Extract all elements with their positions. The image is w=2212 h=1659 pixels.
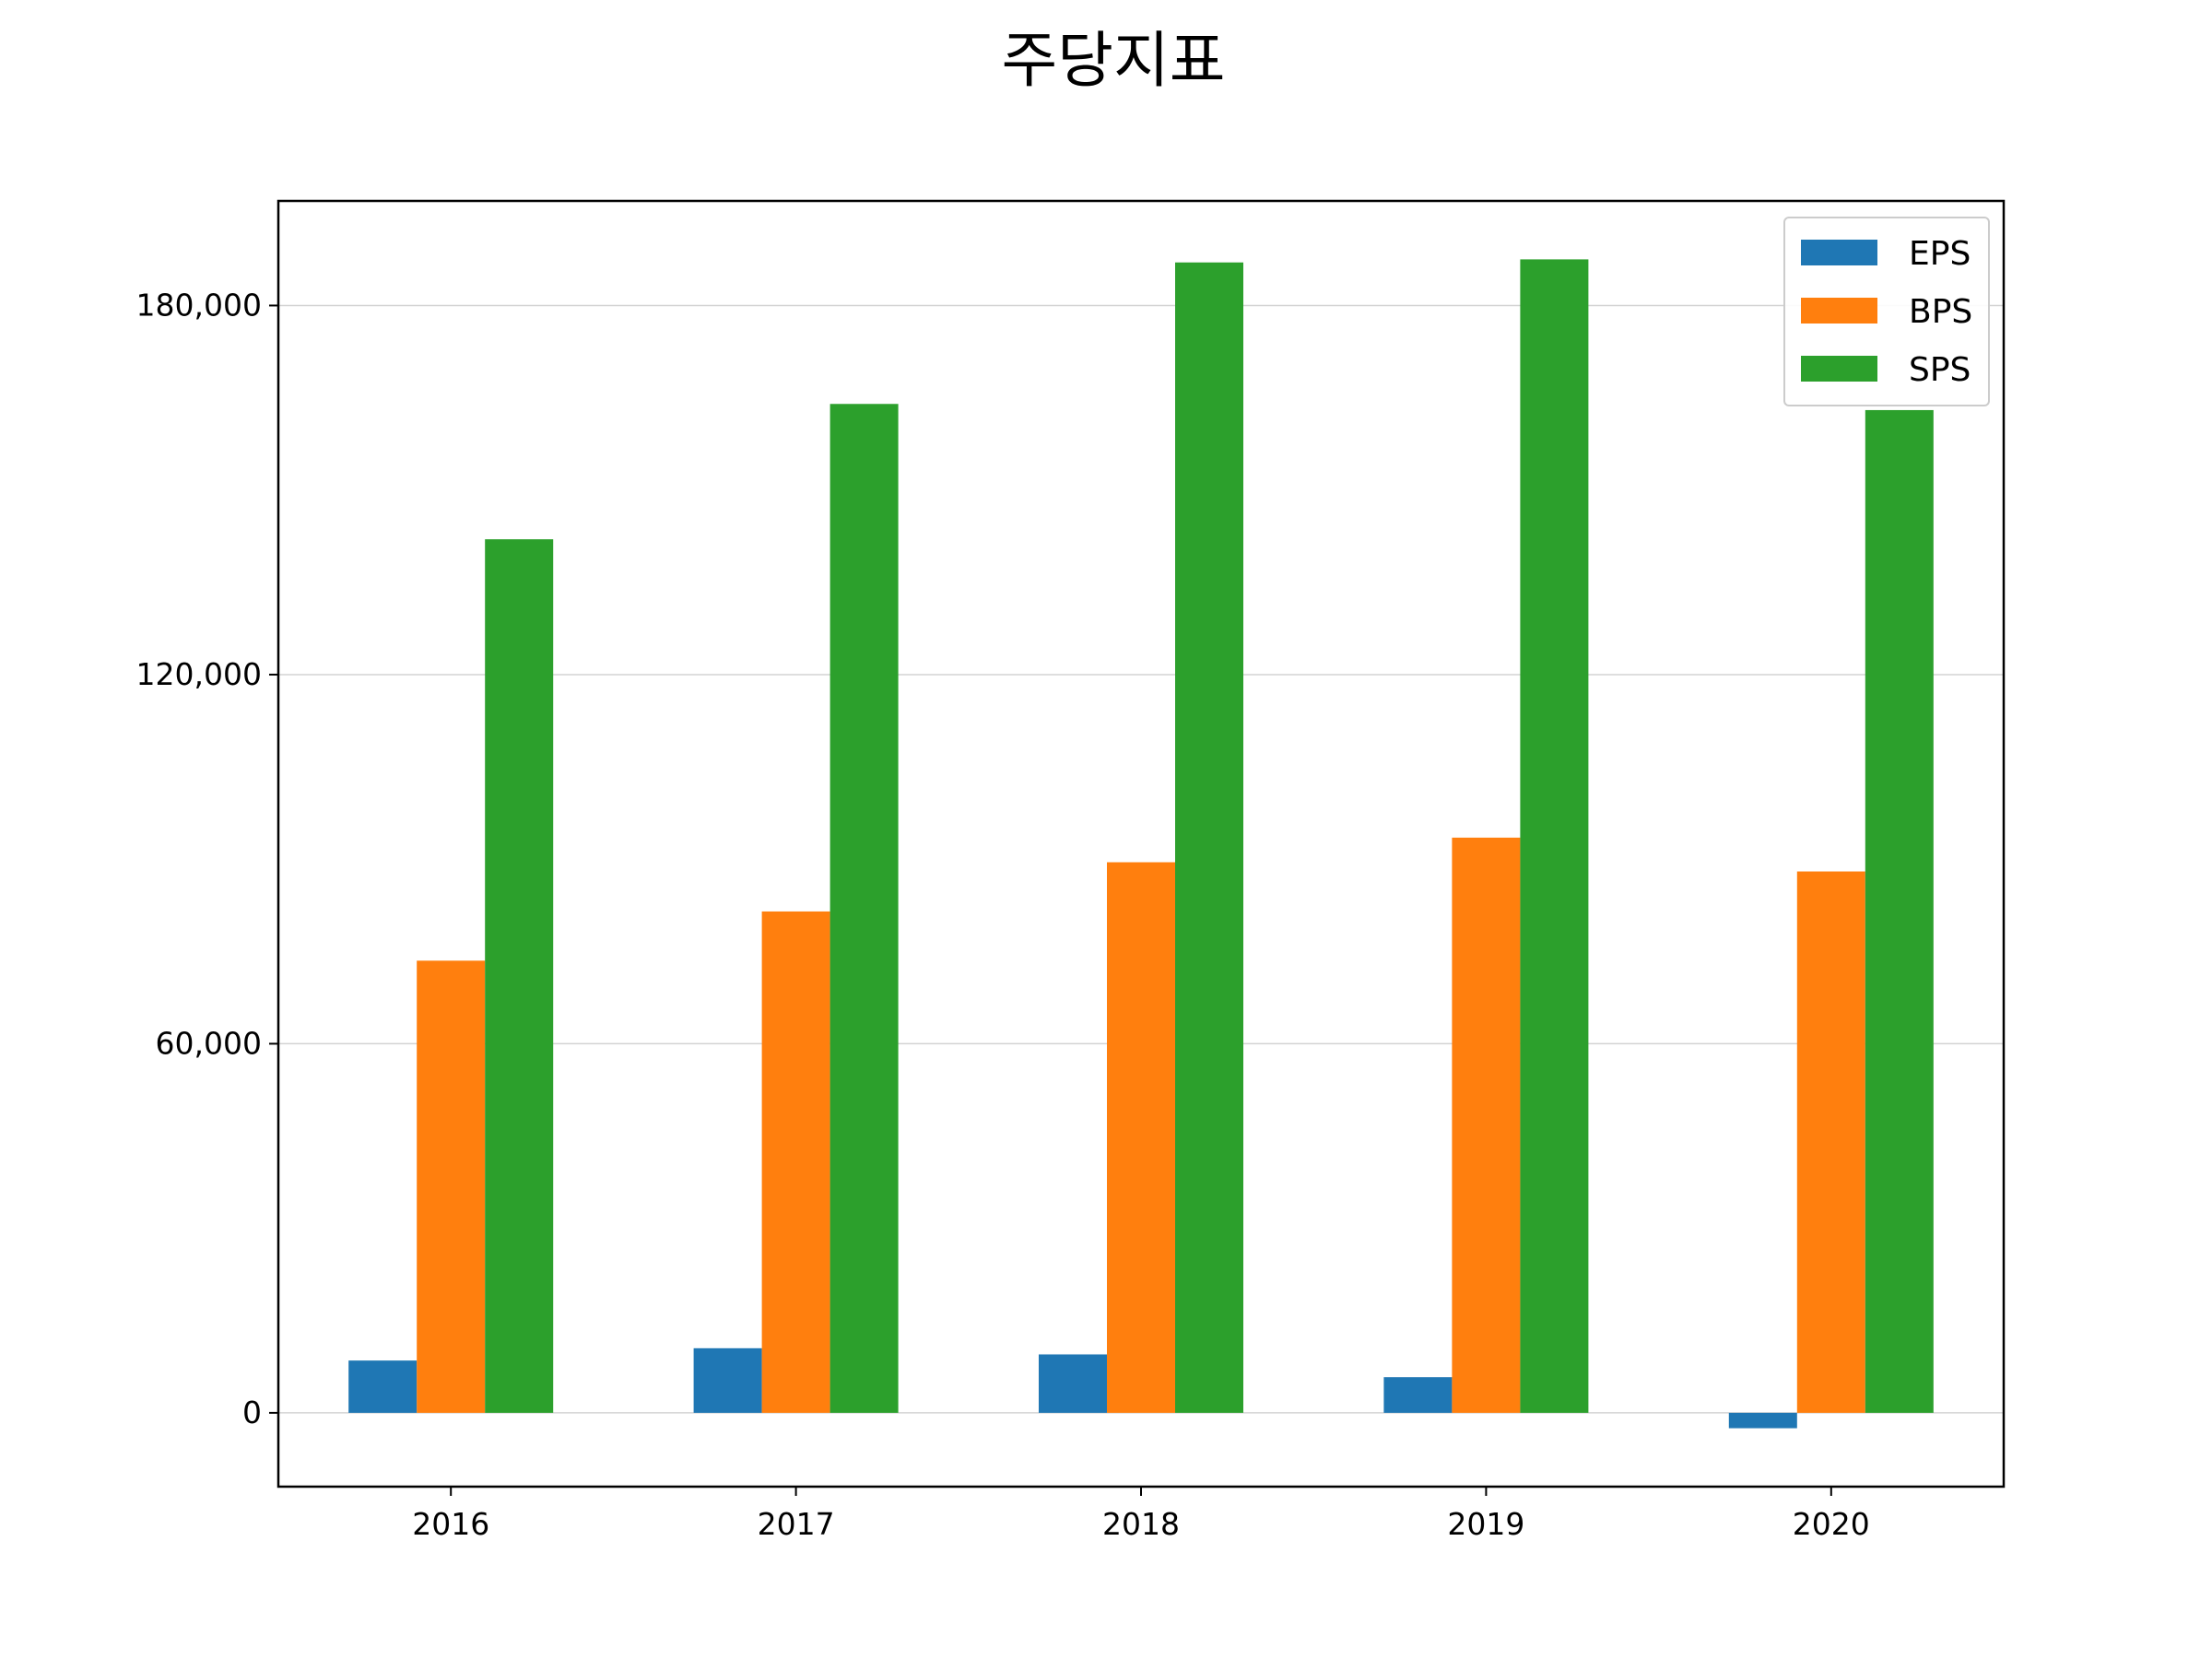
bar-bps-2017 [761, 911, 830, 1413]
legend-swatch-sps [1801, 356, 1877, 382]
bar-bps-2019 [1452, 837, 1521, 1413]
x-tick-label: 2019 [1447, 1506, 1524, 1542]
bar-eps-2019 [1383, 1377, 1453, 1413]
bar-sps-2019 [1520, 259, 1589, 1413]
y-tick-label: 0 [242, 1394, 262, 1430]
x-tick-label: 2017 [758, 1506, 835, 1542]
bar-bps-2018 [1107, 862, 1175, 1413]
y-tick-label: 120,000 [136, 656, 262, 692]
bar-sps-2020 [1865, 409, 1934, 1413]
bar-bps-2020 [1796, 871, 1865, 1413]
legend-label-eps: EPS [1909, 235, 1971, 273]
x-tick-label: 2020 [1793, 1506, 1870, 1542]
bar-sps-2018 [1175, 262, 1243, 1413]
y-tick-label: 60,000 [156, 1025, 262, 1061]
y-tick-label: 180,000 [136, 287, 262, 323]
legend-label-bps: BPS [1909, 293, 1972, 331]
chart-title: 주당지표 [1002, 25, 1226, 96]
bar-eps-2016 [348, 1360, 418, 1413]
y-axis: 0 60,000 120,000 180,000 [136, 287, 278, 1430]
bar-eps-2020 [1728, 1412, 1797, 1429]
x-tick-label: 2016 [412, 1506, 489, 1542]
legend-label-sps: SPS [1909, 351, 1971, 389]
x-axis: 2016 2017 2018 2019 2020 [412, 1487, 1870, 1542]
bar-eps-2018 [1039, 1354, 1107, 1413]
bar-sps-2016 [485, 539, 554, 1413]
bar-sps-2017 [830, 404, 899, 1413]
bar-eps-2017 [693, 1347, 762, 1413]
legend-swatch-bps [1801, 298, 1877, 324]
legend-swatch-eps [1801, 240, 1877, 265]
bar-bps-2016 [417, 960, 486, 1413]
bars [348, 259, 1934, 1429]
x-tick-label: 2018 [1102, 1506, 1180, 1542]
legend: EPS BPS SPS [1783, 217, 1990, 406]
